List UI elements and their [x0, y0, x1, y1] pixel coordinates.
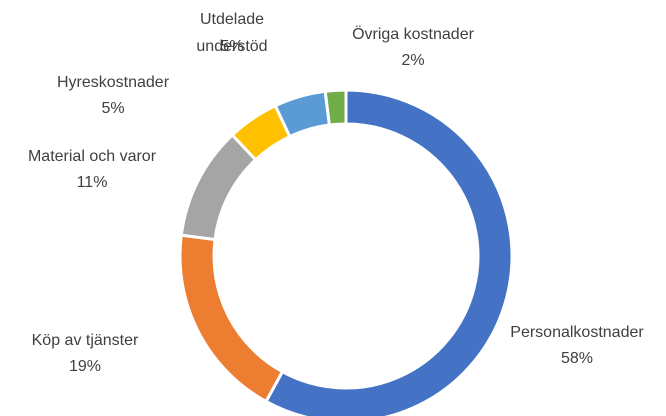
donut-segment	[323, 88, 348, 127]
category-label: Övriga kostnader	[352, 25, 475, 43]
value-label: 58%	[561, 350, 593, 367]
value-label: 11%	[77, 174, 108, 191]
category-label: Utdelade understöd	[196, 11, 267, 55]
category-label: Köp av tjänster	[32, 332, 139, 349]
value-label: 5%	[101, 100, 124, 117]
donut-segment	[263, 88, 514, 416]
value-label: 2%	[401, 52, 424, 69]
value-label: 5%	[220, 38, 243, 55]
category-label: Material och varor	[28, 148, 157, 165]
category-label: Personalkostnader	[510, 324, 644, 341]
value-label: 19%	[69, 358, 101, 375]
donut-segment	[179, 132, 258, 242]
donut-segment	[178, 233, 285, 404]
category-label: Hyreskostnader	[57, 74, 170, 91]
